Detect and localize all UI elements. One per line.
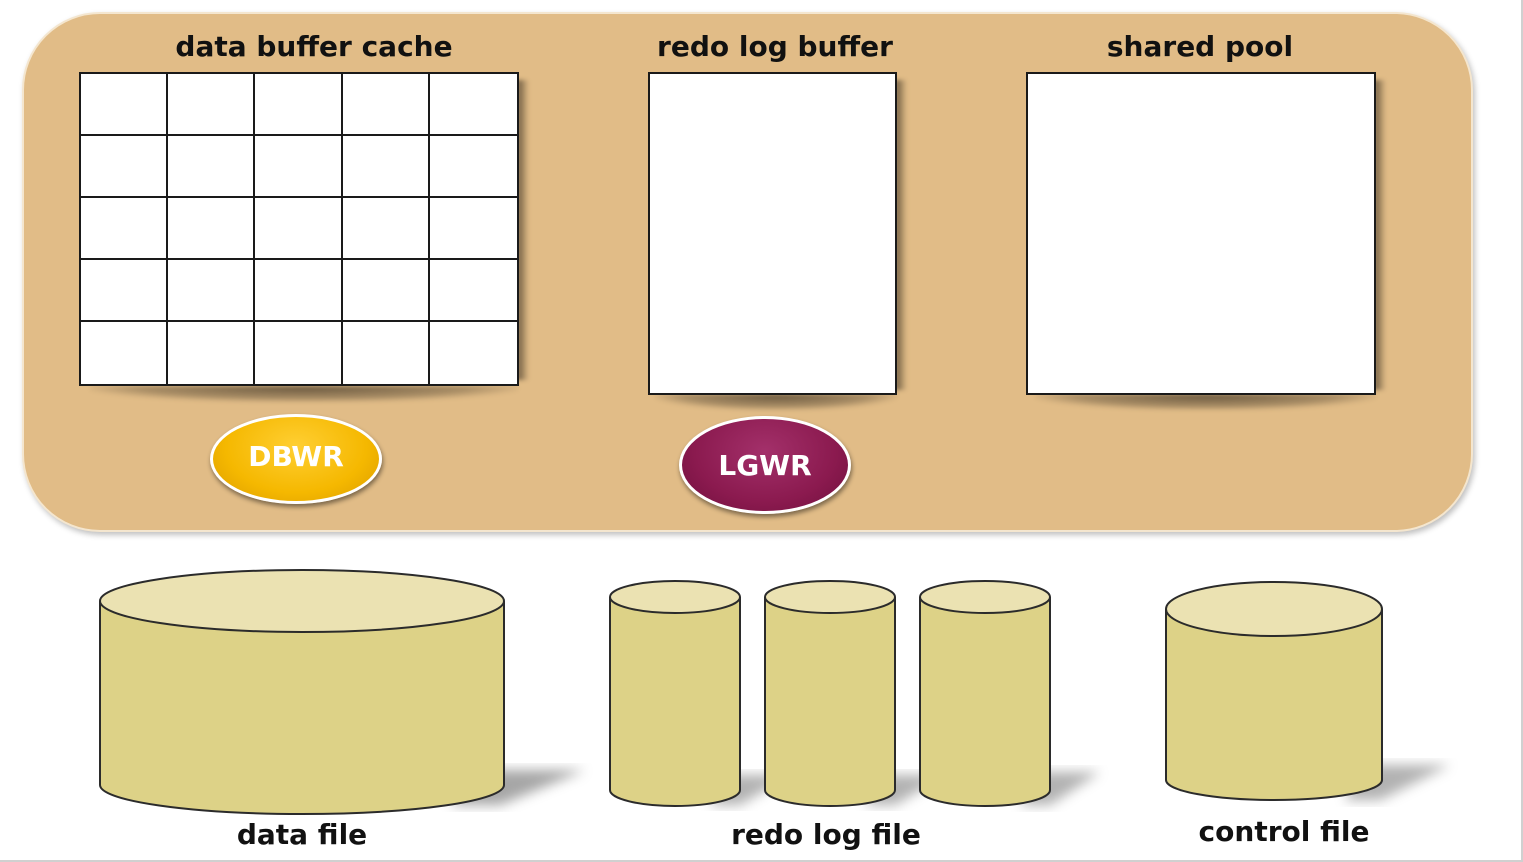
redo-log-file-cylinder-3 — [919, 580, 1051, 807]
buffer-block — [342, 74, 430, 136]
dbwr-process: DBWR — [210, 414, 382, 504]
data-file-cylinder — [99, 569, 505, 815]
buffer-block — [81, 136, 169, 198]
buffer-block — [168, 198, 256, 260]
dbwr-label: DBWR — [248, 439, 344, 473]
frame-edge-bottom — [0, 860, 1523, 862]
redo-log-file-cylinder-2 — [764, 580, 896, 807]
buffer-block — [255, 74, 343, 136]
buffer-block — [429, 74, 517, 136]
redo-log-file-label: redo log file — [731, 818, 921, 851]
buffer-block-grid — [81, 74, 517, 384]
redo-log-file-cylinder-1 — [609, 580, 741, 807]
buffer-block — [255, 136, 343, 198]
redo-log-buffer-title: redo log buffer — [657, 30, 893, 63]
buffer-block — [342, 136, 430, 198]
buffer-block — [81, 74, 169, 136]
buffer-block — [342, 198, 430, 260]
buffer-block — [81, 198, 169, 260]
buffer-block — [342, 322, 430, 384]
buffer-block — [255, 198, 343, 260]
data-buffer-cache — [79, 72, 519, 386]
shared-pool — [1026, 72, 1376, 395]
buffer-block — [255, 260, 343, 322]
buffer-block — [81, 322, 169, 384]
buffer-block — [168, 74, 256, 136]
buffer-block — [81, 260, 169, 322]
data-file-label: data file — [236, 818, 368, 851]
buffer-block — [168, 136, 256, 198]
frame-edge-right — [1521, 0, 1523, 862]
data-buffer-cache-title: data buffer cache — [175, 30, 453, 63]
control-file-cylinder — [1165, 581, 1383, 801]
buffer-block — [342, 260, 430, 322]
buffer-block — [429, 136, 517, 198]
buffer-block — [429, 322, 517, 384]
lgwr-label: LGWR — [718, 448, 812, 482]
buffer-block — [168, 322, 256, 384]
redo-log-buffer — [648, 72, 897, 395]
buffer-block — [168, 260, 256, 322]
control-file-label: control file — [1198, 815, 1370, 848]
shared-pool-title: shared pool — [1106, 30, 1294, 63]
lgwr-process: LGWR — [679, 416, 851, 514]
buffer-block — [255, 322, 343, 384]
buffer-block — [429, 198, 517, 260]
buffer-block — [429, 260, 517, 322]
